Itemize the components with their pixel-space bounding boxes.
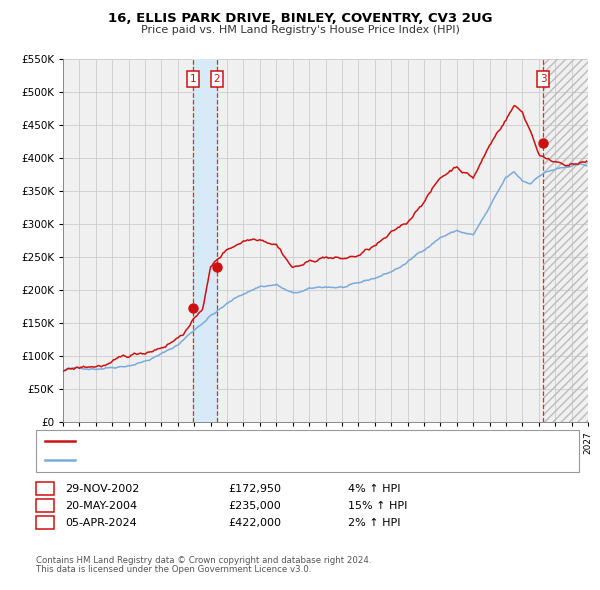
Text: Price paid vs. HM Land Registry's House Price Index (HPI): Price paid vs. HM Land Registry's House …	[140, 25, 460, 35]
Text: 16, ELLIS PARK DRIVE, BINLEY, COVENTRY, CV3 2UG (detached house): 16, ELLIS PARK DRIVE, BINLEY, COVENTRY, …	[79, 437, 424, 447]
Text: 20-MAY-2004: 20-MAY-2004	[65, 501, 137, 510]
Text: 2% ↑ HPI: 2% ↑ HPI	[348, 518, 401, 527]
Text: 4% ↑ HPI: 4% ↑ HPI	[348, 484, 401, 493]
Text: 1: 1	[41, 484, 49, 493]
Text: 29-NOV-2002: 29-NOV-2002	[65, 484, 139, 493]
Bar	[543, 59, 588, 422]
Text: This data is licensed under the Open Government Licence v3.0.: This data is licensed under the Open Gov…	[36, 565, 311, 574]
Text: 3: 3	[41, 518, 49, 527]
Text: 16, ELLIS PARK DRIVE, BINLEY, COVENTRY, CV3 2UG: 16, ELLIS PARK DRIVE, BINLEY, COVENTRY, …	[108, 12, 492, 25]
Bar	[193, 59, 217, 422]
Text: £235,000: £235,000	[228, 501, 281, 510]
Text: 1: 1	[190, 74, 196, 84]
Text: 05-APR-2024: 05-APR-2024	[65, 518, 137, 527]
Text: £422,000: £422,000	[228, 518, 281, 527]
Text: HPI: Average price, detached house, Coventry: HPI: Average price, detached house, Cove…	[79, 455, 304, 465]
Text: £172,950: £172,950	[228, 484, 281, 493]
Text: 2: 2	[214, 74, 220, 84]
Bar	[543, 59, 588, 422]
Text: 15% ↑ HPI: 15% ↑ HPI	[348, 501, 407, 510]
Text: 3: 3	[540, 74, 547, 84]
Text: Contains HM Land Registry data © Crown copyright and database right 2024.: Contains HM Land Registry data © Crown c…	[36, 556, 371, 565]
Text: 2: 2	[41, 501, 49, 510]
